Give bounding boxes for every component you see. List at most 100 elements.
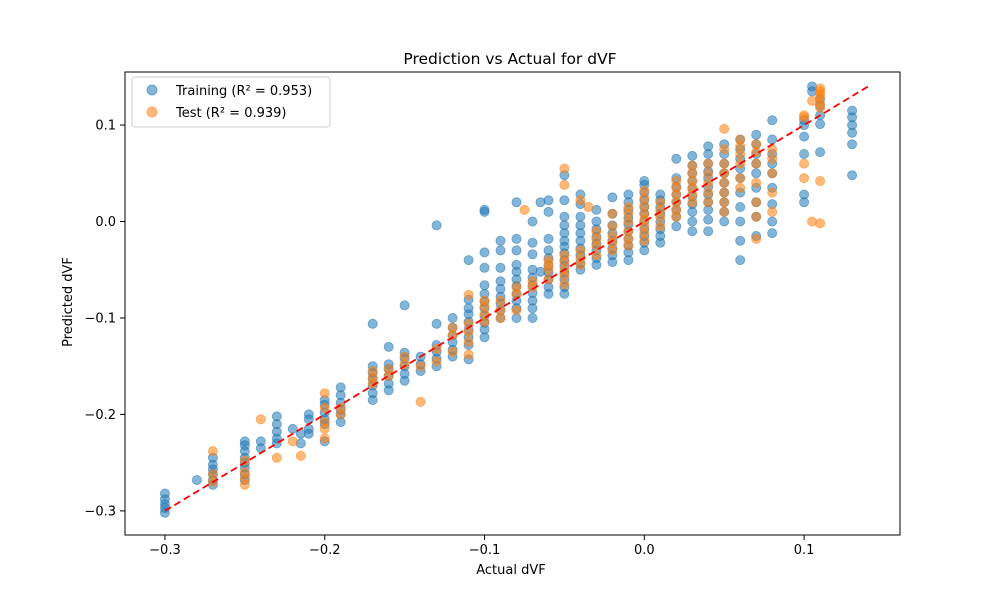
test-point [735, 173, 746, 184]
y-tick-label: −0.2 [84, 408, 116, 423]
test-point [751, 139, 762, 150]
training-point [735, 235, 746, 246]
training-point [687, 216, 698, 227]
training-point [255, 436, 266, 447]
test-point [767, 153, 778, 164]
test-point [543, 274, 554, 285]
test-point [703, 197, 714, 208]
test-point [719, 206, 730, 217]
test-point [319, 402, 330, 413]
test-point [735, 182, 746, 193]
test-point [271, 452, 282, 463]
training-point [623, 189, 634, 200]
training-point [431, 318, 442, 329]
test-point [751, 177, 762, 188]
training-point [815, 147, 826, 158]
test-point [799, 110, 810, 121]
x-tick-label: −0.2 [309, 543, 341, 558]
y-tick-label: −0.1 [84, 311, 116, 326]
training-point [543, 233, 554, 244]
training-point [495, 262, 506, 273]
test-point [559, 163, 570, 174]
legend-label-training: Training (R² = 0.953) [175, 84, 312, 99]
x-tick-label: −0.1 [469, 543, 501, 558]
test-point [607, 221, 618, 232]
training-point [575, 220, 586, 231]
test-point [383, 364, 394, 375]
y-tick-label: 0.1 [95, 119, 116, 134]
training-point [607, 192, 618, 203]
x-axis-label: Actual dVF [476, 563, 545, 578]
test-point [415, 361, 426, 372]
test-point [583, 201, 594, 212]
test-point [463, 327, 474, 338]
training-point [735, 216, 746, 227]
training-point [591, 216, 602, 227]
training-point [751, 129, 762, 140]
test-point [479, 295, 490, 306]
training-point [527, 312, 538, 323]
test-point [815, 175, 826, 186]
test-point [559, 250, 570, 261]
test-point [447, 346, 458, 357]
y-tick-label: 0.0 [95, 215, 116, 230]
test-point [719, 144, 730, 155]
test-point [767, 168, 778, 179]
legend-box [131, 76, 331, 128]
test-point [463, 289, 474, 300]
test-point [319, 433, 330, 444]
training-point [639, 175, 650, 186]
test-point [591, 226, 602, 237]
x-tick-label: −0.3 [149, 543, 181, 558]
test-point [655, 221, 666, 232]
training-point [271, 438, 282, 449]
training-point [511, 245, 522, 256]
legend-label-test: Test (R² = 0.939) [175, 106, 287, 121]
test-point [751, 158, 762, 169]
training-point [463, 303, 474, 314]
test-point [703, 168, 714, 179]
training-point [559, 220, 570, 231]
chart-title: Prediction vs Actual for dVF [403, 50, 616, 68]
test-point [255, 414, 266, 425]
test-point [719, 187, 730, 198]
training-point [431, 220, 442, 231]
training-point [479, 262, 490, 273]
training-point [239, 436, 250, 447]
training-point [495, 245, 506, 256]
test-point [671, 175, 682, 186]
training-point [735, 201, 746, 212]
test-point [367, 365, 378, 376]
training-point [303, 409, 314, 420]
training-point [767, 216, 778, 227]
plot-frame [124, 71, 901, 536]
training-point [463, 255, 474, 266]
training-point [543, 245, 554, 256]
training-point [543, 195, 554, 206]
test-point [719, 197, 730, 208]
training-point [575, 211, 586, 222]
legend: Training (R² = 0.953) Test (R² = 0.939) [131, 76, 331, 128]
training-point [479, 280, 490, 291]
training-point [799, 197, 810, 208]
test-point [751, 197, 762, 208]
training-point [767, 228, 778, 239]
test-point [767, 206, 778, 217]
training-point [847, 139, 858, 150]
test-point [575, 195, 586, 206]
reference-line [164, 85, 869, 512]
test-point [607, 230, 618, 241]
legend-marker-training [146, 84, 158, 96]
test-point [687, 160, 698, 171]
test-point [399, 351, 410, 362]
test-point [799, 158, 810, 169]
training-point [767, 115, 778, 126]
test-point [495, 295, 506, 306]
test-point [591, 250, 602, 261]
test-point [575, 245, 586, 256]
y-tick-label: −0.3 [84, 504, 116, 519]
test-point [703, 177, 714, 188]
training-point [799, 148, 810, 159]
training-point [159, 488, 170, 499]
